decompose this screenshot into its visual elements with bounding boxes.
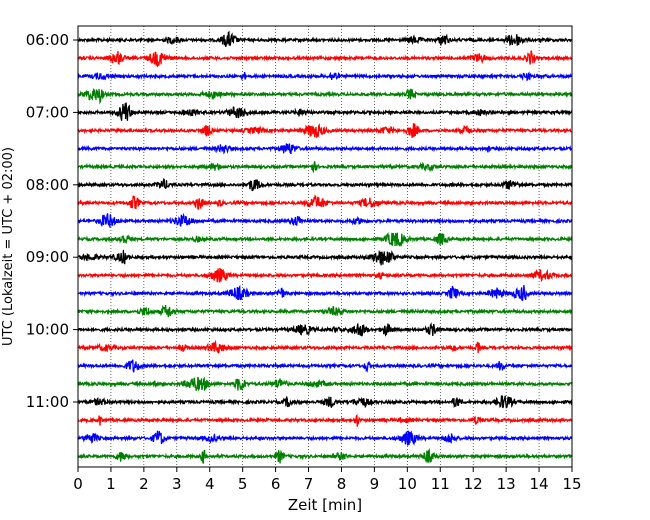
x-tick-label: 1 <box>106 475 116 493</box>
x-tick-label: 4 <box>205 475 215 493</box>
y-tick-label: 11:00 <box>26 393 69 411</box>
x-tick-label: 13 <box>497 475 516 493</box>
trace-line <box>77 322 573 337</box>
trace-line <box>77 430 573 446</box>
trace-line <box>77 376 573 392</box>
trace-line <box>77 249 573 266</box>
y-tick-label: 07:00 <box>26 103 69 121</box>
x-axis-label: Zeit [min] <box>288 496 362 514</box>
trace-line <box>77 123 573 138</box>
y-tick-label: 06:00 <box>26 31 69 49</box>
x-tick-label: 7 <box>304 475 314 493</box>
y-axis-label: UTC (Lokalzeit = UTC + 02:00) <box>1 147 16 346</box>
y-tick-label: 08:00 <box>26 176 69 194</box>
trace-line <box>77 143 573 155</box>
trace-line <box>77 178 573 192</box>
x-tick-label: 8 <box>337 475 347 493</box>
y-tick-label: 10:00 <box>26 321 69 339</box>
x-tick-label: 0 <box>73 475 83 493</box>
x-tick-label: 9 <box>370 475 380 493</box>
trace-line <box>77 50 573 68</box>
trace-line <box>77 414 573 427</box>
x-tick-label: 3 <box>172 475 182 493</box>
trace-line <box>77 339 573 354</box>
x-tick-label: 10 <box>398 475 417 493</box>
x-tick-label: 11 <box>431 475 450 493</box>
plot-area <box>78 26 572 467</box>
y-tick-label: 09:00 <box>26 248 69 266</box>
trace-line <box>77 30 573 47</box>
trace-line <box>77 359 573 373</box>
trace-line <box>77 448 573 464</box>
trace-line <box>77 304 573 318</box>
x-tick-label: 14 <box>530 475 549 493</box>
trace-line <box>77 194 573 210</box>
trace-line <box>77 284 573 302</box>
x-tick-label: 2 <box>139 475 149 493</box>
trace-line <box>77 232 573 247</box>
trace-line <box>77 395 573 409</box>
axes-frame <box>77 25 573 468</box>
x-tick-label: 5 <box>238 475 248 493</box>
trace-line <box>77 88 573 105</box>
trace-line <box>77 267 573 283</box>
x-tick-label: 12 <box>464 475 483 493</box>
trace-line <box>77 212 573 228</box>
x-tick-label: 15 <box>562 475 581 493</box>
x-tick-label: 6 <box>271 475 281 493</box>
trace-line <box>77 161 573 174</box>
trace-line <box>77 102 573 121</box>
trace-line <box>77 71 573 82</box>
